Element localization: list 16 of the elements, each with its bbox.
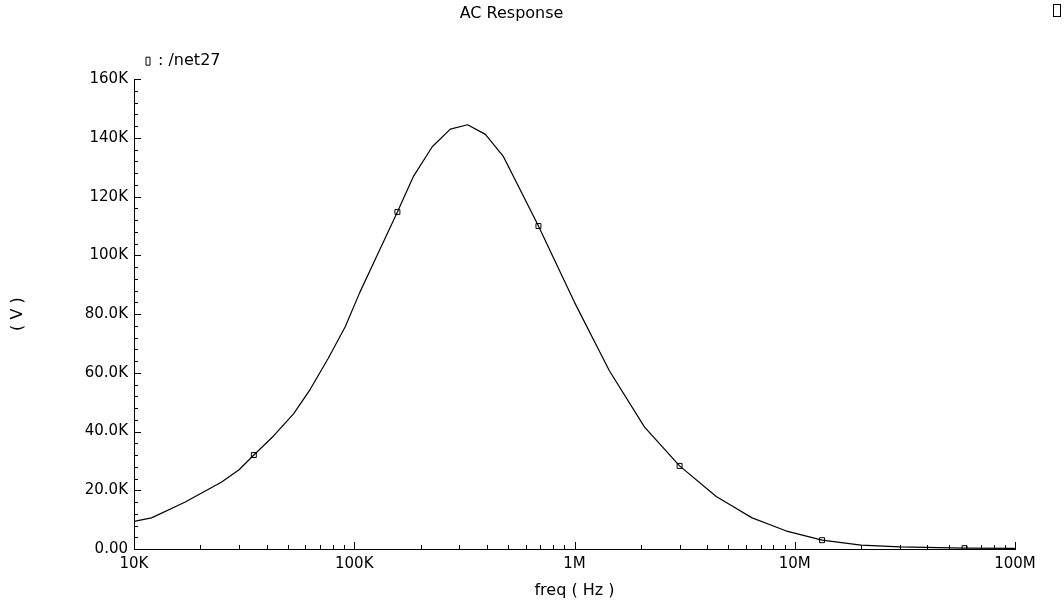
y-tick-label: 140K — [89, 127, 130, 146]
x-tick-label: 1M — [563, 553, 586, 572]
y-tick-label: 100K — [89, 245, 130, 264]
chart-title: AC Response — [459, 2, 564, 22]
y-tick-label: 20.0K — [84, 480, 130, 499]
y-tick-label: 80.0K — [84, 303, 130, 322]
y-tick-label: 40.0K — [84, 421, 130, 440]
x-axis-title: freq ( Hz ) — [534, 579, 615, 599]
y-axis-title: ( V ) — [6, 297, 26, 331]
y-tick-label: 160K — [89, 69, 130, 88]
x-tick-label: 100M — [994, 553, 1036, 572]
y-tick-label: 120K — [89, 186, 130, 205]
x-tick-label: 100K — [335, 553, 375, 572]
x-tick-label: 10M — [778, 553, 811, 572]
y-tick-label: 60.0K — [84, 362, 130, 381]
legend-label: : /net27 — [158, 50, 221, 70]
